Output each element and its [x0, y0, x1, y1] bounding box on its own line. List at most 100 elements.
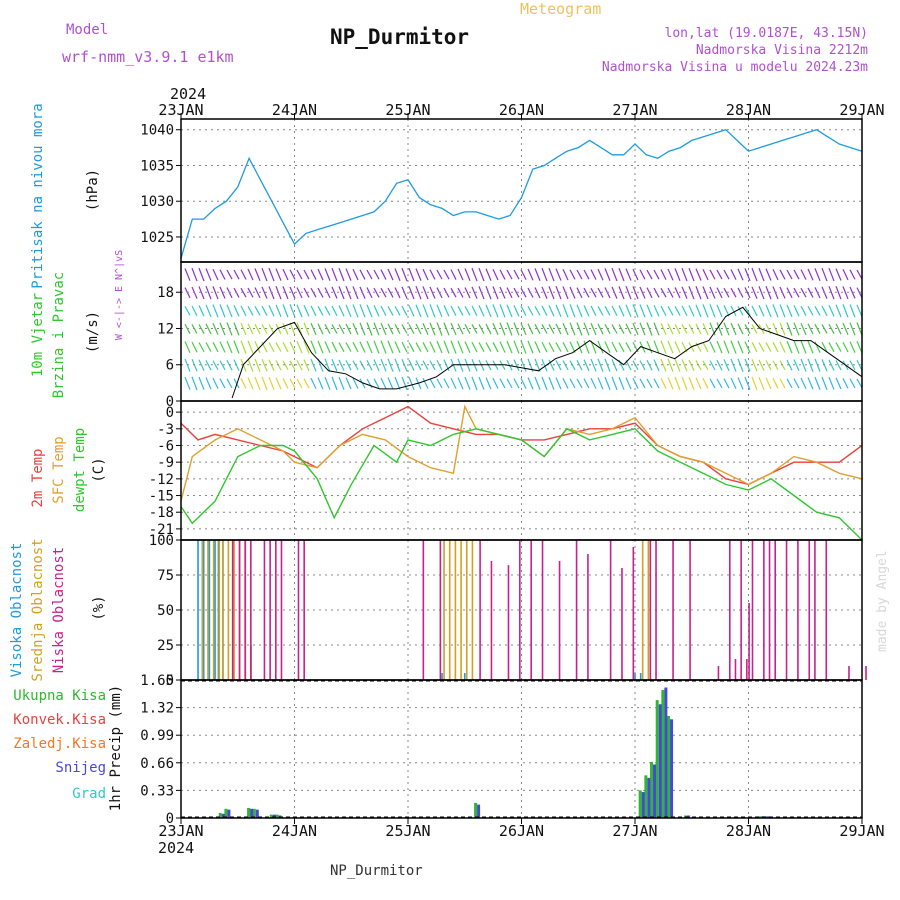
wind-barb	[359, 286, 366, 299]
wind-barb	[779, 341, 786, 353]
wind-barb	[359, 269, 366, 280]
wind-barb	[296, 378, 303, 389]
wind-barb	[282, 342, 289, 353]
wind-barb	[184, 287, 191, 299]
wind-barb	[555, 304, 562, 318]
wind-barb	[240, 269, 247, 280]
wind-barb	[198, 342, 205, 353]
wind-barb	[674, 341, 681, 353]
wind-barb	[366, 304, 373, 318]
wind-barb	[807, 287, 814, 298]
wind-barb	[331, 305, 338, 316]
wind-barb	[338, 376, 345, 390]
wind-barb	[478, 376, 485, 390]
wind-barb	[366, 359, 373, 371]
wind-barb	[709, 286, 716, 299]
date-label-top: 23JAN	[158, 101, 203, 119]
wind-barb	[380, 287, 387, 298]
wind-barb	[800, 269, 807, 280]
wind-barb	[198, 286, 205, 300]
wind-barb	[562, 286, 569, 300]
wind-barb	[800, 340, 807, 354]
y-tick-label: -18	[149, 505, 174, 521]
wind-barb	[653, 269, 660, 280]
wind-direction-key: W <-|-> E N^|vS	[114, 250, 125, 340]
low-cloud-title: Niska Oblacnost	[51, 547, 67, 673]
wind-barb	[310, 377, 317, 389]
wind-barb	[849, 286, 856, 299]
wind-barb	[499, 322, 506, 336]
wind-barb	[289, 360, 296, 371]
wind-barb	[303, 359, 310, 372]
wind-barb	[261, 376, 268, 391]
wind-barb	[793, 322, 800, 336]
wind-barb	[779, 304, 786, 318]
wind-barb	[534, 287, 541, 299]
wind-barb	[464, 306, 471, 316]
wind-barb	[562, 268, 569, 281]
wind-barb	[828, 376, 835, 390]
wind-barb	[639, 322, 646, 336]
wind-barb	[702, 268, 709, 281]
wind-barb	[324, 358, 331, 372]
precip-bar	[664, 687, 668, 818]
wind-barb	[471, 286, 478, 299]
wind-barb	[219, 341, 226, 353]
wind-barb	[247, 323, 254, 335]
year-top: 2024	[170, 85, 206, 103]
y-tick-label: 18	[157, 285, 174, 301]
wind-barb	[534, 268, 541, 281]
wind-barb	[597, 268, 604, 281]
wind-barb	[464, 287, 471, 299]
wind-barb	[394, 306, 401, 316]
wind-barb	[730, 377, 737, 389]
wind-barb	[289, 286, 296, 299]
wind-barb	[443, 287, 450, 298]
wind-y-ticks: 0 6 12 18	[157, 285, 181, 410]
wind-barb	[268, 267, 275, 282]
wind-barb	[758, 342, 765, 352]
wind-barb	[688, 305, 695, 317]
wind-barb	[261, 267, 268, 282]
wind-barb	[541, 286, 548, 299]
wind-barb	[282, 268, 289, 281]
wind-barb	[625, 304, 632, 318]
wind-barb	[422, 360, 429, 371]
wind-barb	[212, 323, 219, 335]
wind-barb	[597, 287, 604, 298]
wind-barb	[723, 359, 730, 372]
wind-barb	[513, 305, 520, 317]
wind-barb	[352, 304, 359, 318]
wind-barb	[527, 377, 534, 390]
wind-barb	[345, 304, 352, 318]
wind-barb	[737, 268, 744, 281]
wind-barb	[849, 322, 856, 336]
wind-barb	[450, 305, 457, 317]
wind-barb	[800, 377, 807, 389]
wind-barb	[254, 341, 261, 354]
y-tick-label: 100	[149, 533, 174, 549]
wind-barb	[807, 377, 814, 390]
wind-barb	[849, 360, 856, 371]
y-tick-label: 25	[157, 638, 174, 654]
wind-barb	[807, 358, 814, 372]
wind-barb	[660, 340, 667, 354]
wind-barb	[660, 358, 667, 372]
wind-barb	[555, 342, 562, 352]
wind-barb	[436, 378, 443, 389]
wind-barb	[303, 305, 310, 317]
series-line	[180, 427, 863, 541]
wind-barb	[583, 322, 590, 336]
wind-barb	[429, 269, 436, 280]
wind-barb	[534, 306, 541, 316]
date-label-top: 26JAN	[499, 101, 544, 119]
wind-barb	[548, 376, 555, 390]
wind-barb	[254, 358, 261, 372]
wind-barb	[303, 340, 310, 354]
wind-barb	[492, 342, 499, 353]
wind-barb	[415, 342, 422, 352]
high-cloud-title: Visoka Oblacnost	[9, 543, 25, 678]
wind-barb	[303, 378, 310, 389]
wind-barb	[240, 377, 247, 389]
wind-barb	[562, 377, 569, 389]
